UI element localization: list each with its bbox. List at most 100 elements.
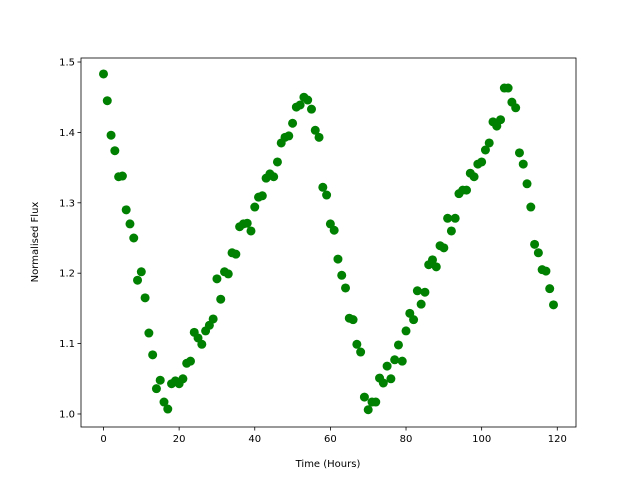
point (121, 205, 131, 215)
point (390, 355, 400, 365)
y-tick-label: 1.4 (59, 128, 75, 139)
x-tick-label: 80 (400, 434, 413, 445)
point (197, 339, 207, 349)
point (246, 226, 256, 236)
x-axis-label: Time (Hours) (295, 459, 361, 470)
point (231, 249, 241, 259)
point (363, 405, 373, 415)
point (522, 179, 532, 189)
point (163, 404, 173, 414)
point (462, 185, 472, 195)
point (356, 347, 366, 357)
point (144, 328, 154, 338)
point (148, 350, 158, 360)
point (450, 213, 460, 223)
point (295, 100, 305, 110)
x-tick-label: 0 (100, 434, 106, 445)
point (133, 275, 143, 285)
point (125, 219, 135, 229)
x-tick-label: 40 (248, 434, 261, 445)
point (371, 397, 381, 407)
point (409, 315, 419, 325)
point (257, 191, 267, 201)
point (484, 138, 494, 148)
y-tick-label: 1.1 (59, 339, 75, 350)
point (129, 233, 139, 243)
point (511, 103, 521, 113)
point (386, 374, 396, 384)
point (526, 202, 536, 212)
y-tick-label: 1.0 (59, 409, 75, 420)
point (427, 255, 437, 265)
y-tick-label: 1.5 (59, 58, 75, 69)
point (269, 172, 279, 182)
x-tick-label: 100 (472, 434, 491, 445)
point (337, 270, 347, 280)
x-tick-label: 60 (324, 434, 337, 445)
point (443, 213, 453, 223)
point (549, 300, 558, 310)
point (382, 361, 392, 371)
point (530, 239, 540, 249)
point (250, 202, 260, 212)
point (477, 157, 487, 167)
point (178, 374, 188, 384)
point (329, 225, 339, 235)
point (420, 287, 430, 297)
point (469, 172, 479, 182)
point (288, 118, 298, 128)
point (393, 340, 403, 350)
y-tick-label: 1.2 (59, 269, 75, 280)
point (310, 125, 320, 135)
point (212, 274, 222, 284)
point (496, 115, 506, 125)
point (518, 159, 528, 169)
point (272, 157, 282, 167)
y-axis-label: Normalised Flux (30, 202, 41, 283)
point (480, 145, 490, 155)
point (318, 182, 328, 192)
point (151, 384, 161, 394)
point (185, 356, 195, 366)
point (401, 326, 411, 336)
point (348, 315, 358, 325)
point (352, 339, 362, 349)
point (439, 243, 449, 253)
point (514, 148, 524, 158)
point (397, 356, 407, 366)
point (110, 146, 120, 156)
point (541, 266, 551, 276)
point (503, 83, 513, 93)
point (136, 267, 146, 277)
point (533, 248, 543, 258)
point (431, 262, 441, 272)
point (378, 378, 388, 388)
y-tick-label: 1.3 (59, 198, 75, 209)
point (322, 190, 332, 200)
point (242, 218, 252, 228)
point (117, 171, 127, 181)
point (159, 397, 169, 407)
point (306, 104, 316, 114)
point (446, 226, 456, 236)
point (314, 132, 324, 142)
point (412, 286, 422, 296)
point (106, 130, 116, 140)
point (359, 392, 369, 402)
x-tick-label: 20 (173, 434, 186, 445)
point (102, 96, 112, 106)
point (223, 269, 233, 279)
point (216, 294, 226, 304)
point (545, 284, 555, 294)
x-tick-label: 120 (548, 434, 567, 445)
point (284, 131, 294, 141)
point (416, 299, 426, 309)
point (303, 95, 313, 105)
axes-frame (80, 57, 577, 428)
point (140, 293, 150, 303)
point (341, 283, 351, 293)
point (99, 69, 108, 79)
point (208, 314, 218, 324)
